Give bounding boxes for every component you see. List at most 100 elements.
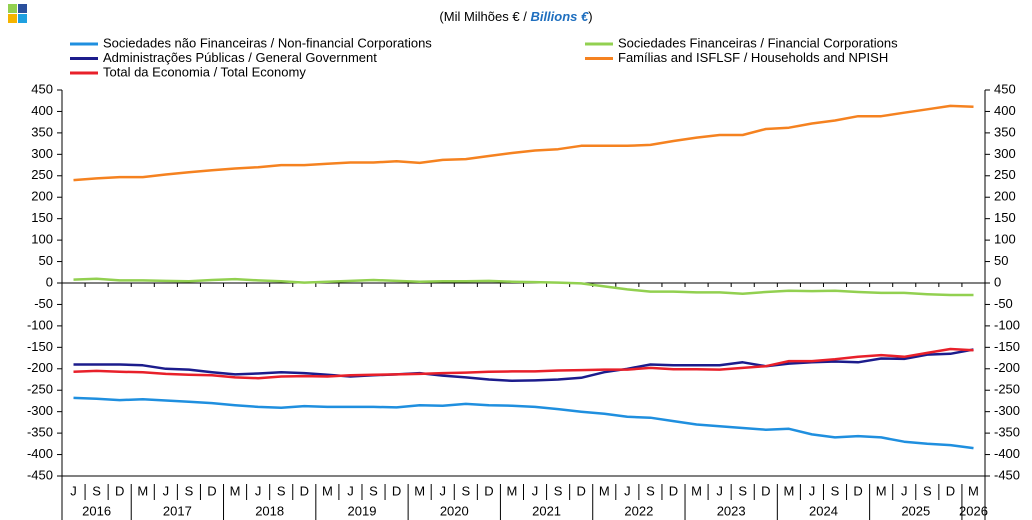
x-tick-label: S [92, 483, 101, 498]
x-tick-label: J [809, 483, 816, 498]
y2-tick-label: 350 [994, 124, 1016, 139]
year-label: 2021 [532, 503, 561, 518]
y-tick-label: 450 [31, 81, 53, 96]
year-label: 2025 [901, 503, 930, 518]
y2-tick-label: -350 [994, 425, 1020, 440]
x-tick-label: J [163, 483, 170, 498]
x-tick-label: M [876, 483, 887, 498]
y2-tick-label: -150 [994, 339, 1020, 354]
x-tick-label: D [300, 483, 309, 498]
x-tick-label: J [347, 483, 354, 498]
y-tick-label: 100 [31, 232, 53, 247]
y2-tick-label: -400 [994, 446, 1020, 461]
year-label: 2022 [624, 503, 653, 518]
x-tick-label: S [461, 483, 470, 498]
year-label: 2020 [440, 503, 469, 518]
y-tick-label: -150 [27, 339, 53, 354]
legend-label: Famílias and ISFLSF / Households and NPI… [618, 50, 888, 65]
x-tick-label: M [599, 483, 610, 498]
x-tick-label: D [946, 483, 955, 498]
series-line [73, 104, 974, 182]
y2-tick-label: 450 [994, 81, 1016, 96]
x-tick-label: J [532, 483, 539, 498]
x-tick-label: S [554, 483, 563, 498]
y2-tick-label: -200 [994, 360, 1020, 375]
x-tick-label: S [646, 483, 655, 498]
y-tick-label: 300 [31, 146, 53, 161]
year-label: 2023 [717, 503, 746, 518]
y2-tick-label: 150 [994, 210, 1016, 225]
legend-label: Total da Economia / Total Economy [103, 64, 306, 79]
x-tick-label: J [624, 483, 631, 498]
x-tick-label: J [716, 483, 723, 498]
x-tick-label: D [576, 483, 585, 498]
x-tick-label: M [414, 483, 425, 498]
y-tick-label: -250 [27, 382, 53, 397]
year-label: 2026 [959, 503, 988, 518]
x-tick-label: D [853, 483, 862, 498]
y-tick-label: -350 [27, 425, 53, 440]
x-tick-label: D [669, 483, 678, 498]
year-label: 2017 [163, 503, 192, 518]
legend-label: Sociedades não Financeiras / Non-financi… [103, 35, 432, 50]
y2-tick-label: -250 [994, 382, 1020, 397]
y2-tick-label: 250 [994, 167, 1016, 182]
legend-label: Administrações Públicas / General Govern… [103, 50, 377, 65]
series-line [73, 347, 974, 380]
title-pt: (Mil Milhões € / [439, 9, 530, 24]
year-label: 2019 [348, 503, 377, 518]
year-label: 2016 [82, 503, 111, 518]
y2-tick-label: 0 [994, 274, 1001, 289]
x-tick-label: S [738, 483, 747, 498]
y-tick-label: -450 [27, 467, 53, 482]
x-tick-label: M [137, 483, 148, 498]
y-tick-label: 0 [46, 274, 53, 289]
y-tick-label: 200 [31, 189, 53, 204]
x-tick-label: S [369, 483, 378, 498]
y-tick-label: 150 [31, 210, 53, 225]
y2-tick-label: 200 [994, 189, 1016, 204]
x-tick-label: S [277, 483, 286, 498]
year-label: 2024 [809, 503, 838, 518]
x-tick-label: J [70, 483, 77, 498]
y-tick-label: 350 [31, 124, 53, 139]
legend-label: Sociedades Financeiras / Financial Corpo… [618, 35, 898, 50]
y-tick-label: -200 [27, 360, 53, 375]
series-line [73, 396, 974, 450]
y-tick-label: 50 [39, 253, 53, 268]
x-tick-label: S [923, 483, 932, 498]
y-tick-label: 400 [31, 103, 53, 118]
x-tick-label: M [322, 483, 333, 498]
x-tick-label: S [831, 483, 840, 498]
y2-tick-label: 50 [994, 253, 1008, 268]
x-tick-label: J [439, 483, 446, 498]
series-line [73, 277, 974, 297]
y2-tick-label: -450 [994, 467, 1020, 482]
x-tick-label: D [115, 483, 124, 498]
year-label: 2018 [255, 503, 284, 518]
x-tick-label: D [207, 483, 216, 498]
x-tick-label: J [255, 483, 262, 498]
x-tick-label: M [783, 483, 794, 498]
x-tick-label: D [484, 483, 493, 498]
y2-tick-label: 300 [994, 146, 1016, 161]
series-line [73, 348, 974, 383]
y2-tick-label: 400 [994, 103, 1016, 118]
x-tick-label: D [392, 483, 401, 498]
y2-tick-label: -300 [994, 403, 1020, 418]
chart-title: (Mil Milhões € / Billions €) [439, 9, 592, 24]
x-tick-label: J [901, 483, 908, 498]
y-tick-label: -300 [27, 403, 53, 418]
x-tick-label: M [507, 483, 518, 498]
y2-tick-label: -100 [994, 317, 1020, 332]
y-tick-label: 250 [31, 167, 53, 182]
x-tick-label: S [185, 483, 194, 498]
logo [8, 4, 27, 23]
y2-tick-label: -50 [994, 296, 1013, 311]
title-end: ) [588, 9, 592, 24]
y-tick-label: -400 [27, 446, 53, 461]
y2-tick-label: 100 [994, 232, 1016, 247]
title-en: Billions € [530, 9, 589, 24]
x-tick-label: M [968, 483, 979, 498]
